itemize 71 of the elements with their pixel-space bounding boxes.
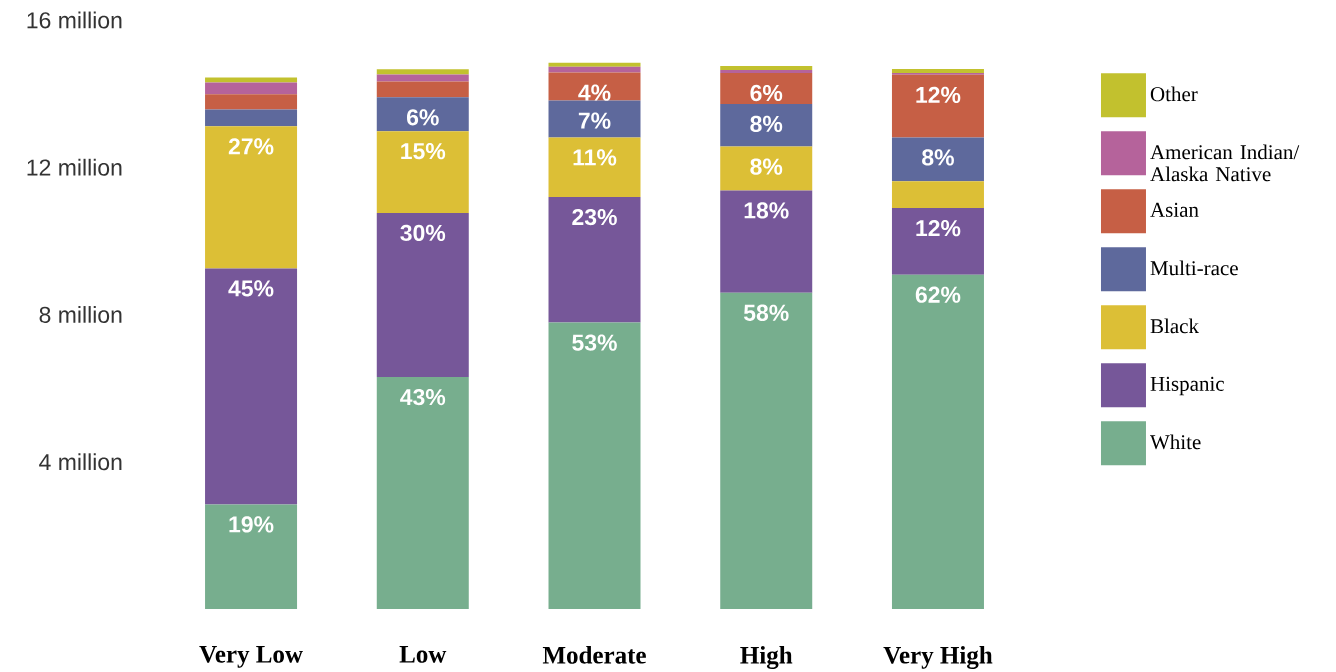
bar [376, 69, 469, 75]
bar [720, 146, 813, 191]
bar [891, 68, 984, 73]
bar [205, 109, 298, 127]
annotation: 8% [750, 158, 783, 175]
bar [376, 131, 469, 213]
annotation: 8% [750, 115, 783, 133]
bar [376, 377, 469, 609]
annotation: 43% [400, 388, 446, 406]
bar [376, 212, 469, 378]
annotation: 18% [744, 202, 789, 219]
annotation: 58% [743, 304, 789, 321]
bar [548, 100, 641, 138]
bar [205, 82, 298, 95]
bar [720, 292, 813, 609]
bar [891, 274, 984, 609]
bar [376, 81, 469, 98]
y-tick-label: 4 million [39, 453, 122, 471]
bar [205, 94, 298, 110]
bar [205, 77, 298, 83]
legend-label: Other [1150, 86, 1198, 102]
legend-label: Asian [1150, 202, 1199, 217]
x-tick-label: Very Low [199, 646, 303, 668]
bar [720, 72, 813, 104]
bar [720, 66, 813, 71]
bar [891, 137, 984, 182]
bar [548, 197, 641, 323]
bar [205, 126, 298, 269]
y-tick-label: 16 million [27, 11, 122, 29]
annotation: 15% [401, 143, 446, 160]
annotation: 12% [916, 219, 961, 237]
annotation: 12% [916, 86, 961, 103]
y-tick-label: 12 million [27, 158, 122, 176]
annotation: 4% [578, 84, 611, 101]
x-tick-label: Very High [883, 646, 993, 669]
y-tick-label: 8 million [39, 306, 122, 323]
legend-label: American Indian/ Alaska Native [1150, 144, 1300, 182]
legend-label: Hispanic [1150, 376, 1224, 396]
legend-label: Multi-race [1150, 260, 1238, 276]
x-tick-label: High [740, 646, 793, 669]
bar [205, 268, 298, 505]
legend-label: White [1150, 434, 1201, 450]
x-tick-label: Low [399, 646, 447, 663]
annotation: 8% [922, 149, 954, 166]
annotation: 6% [407, 109, 439, 126]
annotation: 45% [228, 280, 274, 297]
bar [548, 137, 641, 198]
bar [548, 322, 641, 609]
x-tick-label: Moderate [542, 646, 646, 664]
bar [205, 504, 298, 609]
annotation: 19% [229, 516, 274, 533]
bar [548, 62, 641, 67]
annotation: 53% [572, 334, 617, 351]
bar [891, 74, 984, 138]
bar [548, 66, 641, 73]
annotation: 7% [578, 112, 611, 129]
bar [720, 190, 813, 293]
bar [720, 70, 813, 73]
annotation: 62% [915, 286, 961, 303]
annotation: 11% [573, 149, 617, 166]
annotation: 23% [572, 208, 617, 226]
legend-label: Black [1150, 318, 1199, 334]
annotation: 30% [400, 224, 446, 242]
bar [891, 208, 984, 275]
annotation: 6% [750, 84, 783, 102]
annotation: 27% [228, 138, 274, 155]
bar [376, 97, 469, 132]
bar [376, 74, 469, 82]
bar [891, 181, 984, 209]
bar [548, 72, 641, 101]
bar [720, 103, 813, 147]
